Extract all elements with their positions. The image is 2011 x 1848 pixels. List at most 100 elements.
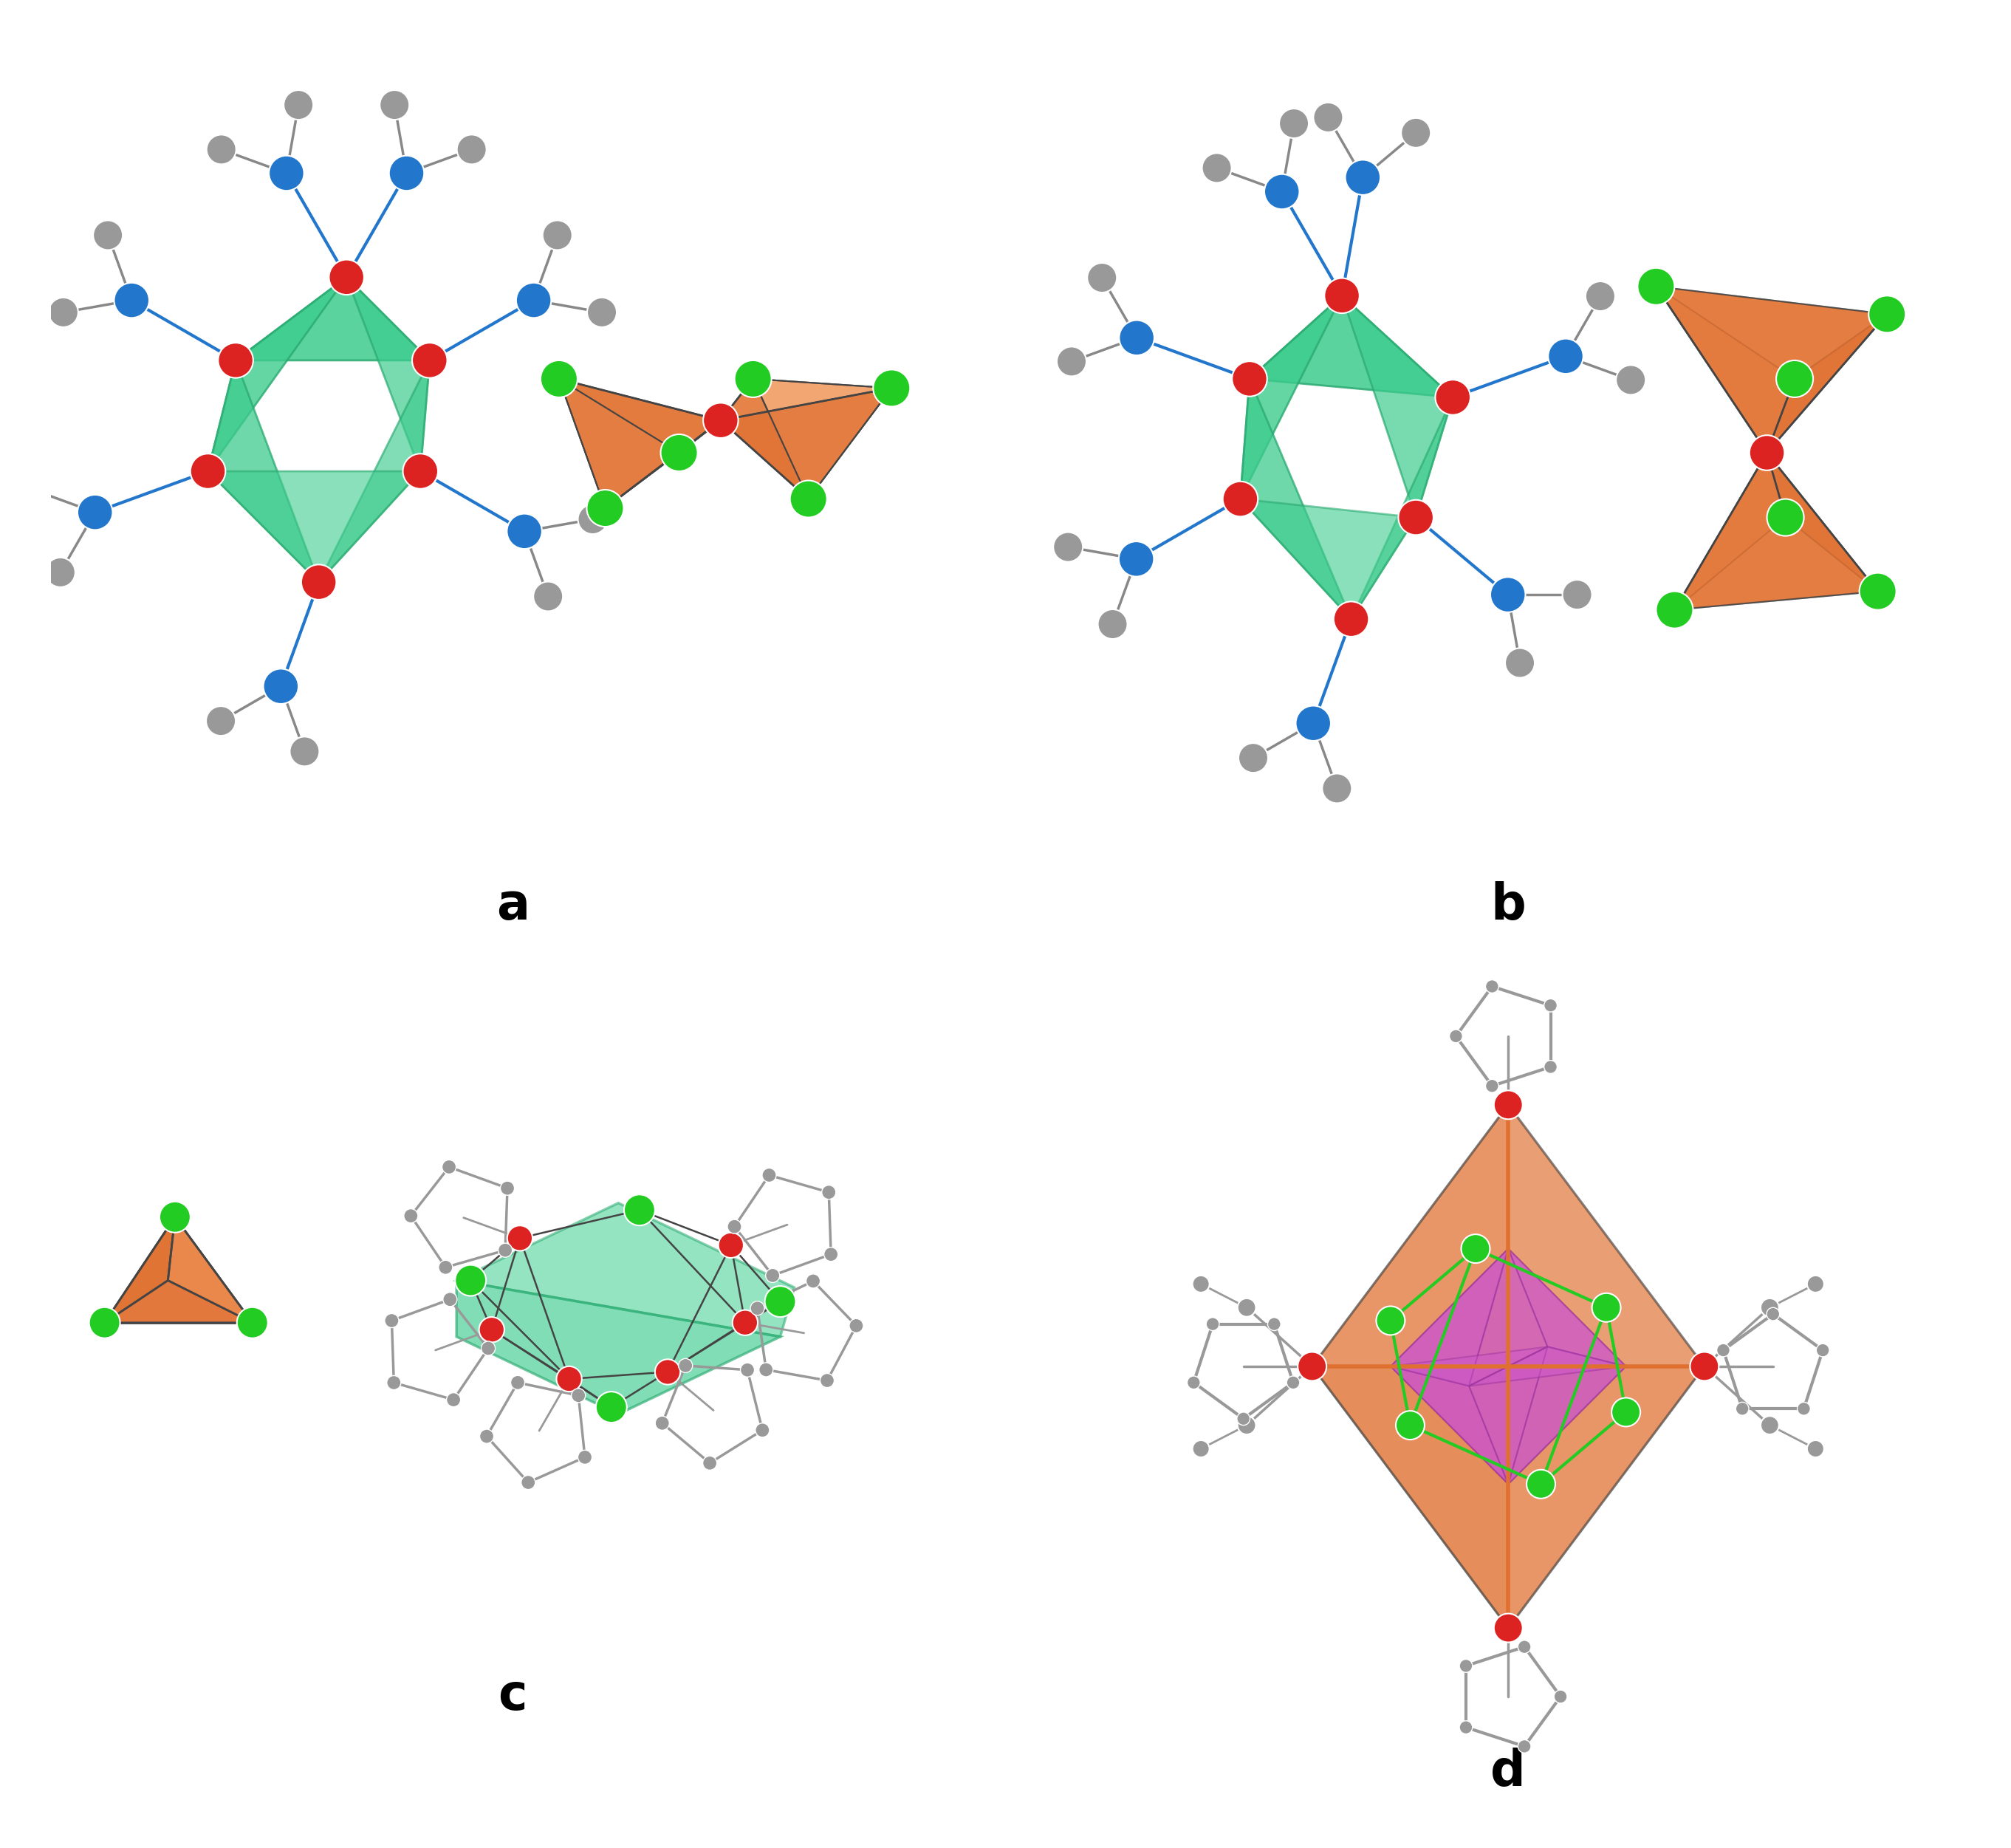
Circle shape [386,1375,400,1390]
Circle shape [571,1388,585,1403]
Circle shape [481,1429,495,1443]
Polygon shape [1390,1366,1627,1484]
Circle shape [766,1268,780,1283]
Polygon shape [1390,1249,1627,1366]
Circle shape [1637,268,1675,305]
Polygon shape [1390,1249,1508,1386]
Circle shape [577,505,607,534]
Circle shape [1555,1691,1567,1704]
Circle shape [438,1260,452,1275]
Polygon shape [105,1281,253,1323]
Circle shape [728,1220,742,1234]
Polygon shape [1508,1105,1705,1366]
Circle shape [1313,103,1343,133]
Polygon shape [1675,453,1878,610]
Circle shape [1186,1377,1201,1390]
Polygon shape [1468,1347,1548,1484]
Circle shape [1297,1353,1327,1380]
Polygon shape [1508,1366,1705,1628]
Polygon shape [1675,453,1786,610]
Circle shape [456,135,487,164]
Circle shape [1325,277,1359,312]
Circle shape [1760,1416,1780,1434]
Circle shape [207,135,235,164]
Polygon shape [235,277,430,360]
Polygon shape [320,360,430,582]
Circle shape [16,473,44,503]
Polygon shape [559,379,680,508]
Polygon shape [559,379,720,508]
Circle shape [762,1168,776,1183]
Circle shape [93,220,123,249]
Circle shape [48,298,78,327]
Circle shape [750,1301,764,1316]
Circle shape [1088,262,1116,292]
Circle shape [1223,480,1257,516]
Circle shape [191,455,225,490]
Polygon shape [456,1203,794,1336]
Circle shape [237,1307,267,1338]
Polygon shape [105,1218,175,1323]
Polygon shape [720,379,891,421]
Circle shape [1233,360,1267,395]
Circle shape [1868,296,1906,333]
Circle shape [1267,1318,1281,1331]
Circle shape [88,1307,121,1338]
Circle shape [1768,499,1804,536]
Circle shape [1193,1440,1209,1458]
Circle shape [517,283,551,318]
Circle shape [704,403,738,438]
Circle shape [1118,541,1154,577]
Circle shape [384,1314,398,1327]
Circle shape [511,1375,525,1390]
Polygon shape [752,379,891,499]
Circle shape [115,283,149,318]
Circle shape [481,1342,495,1355]
Circle shape [732,1310,758,1336]
Circle shape [656,1360,680,1384]
Circle shape [734,360,772,397]
Circle shape [1750,434,1784,469]
Circle shape [822,1185,837,1199]
Polygon shape [720,388,891,499]
Polygon shape [1657,286,1794,453]
Circle shape [1544,1000,1557,1013]
Circle shape [302,565,336,599]
Circle shape [1808,1440,1824,1458]
Text: b: b [1490,881,1526,930]
Circle shape [1321,774,1351,804]
Circle shape [442,1292,456,1307]
Circle shape [284,91,314,120]
Circle shape [1450,1029,1462,1042]
Circle shape [1345,159,1380,194]
Circle shape [1462,1234,1490,1262]
Circle shape [1518,1641,1530,1654]
Polygon shape [1768,453,1878,591]
Circle shape [1098,610,1128,639]
Circle shape [541,360,577,397]
Polygon shape [1390,1347,1548,1386]
Polygon shape [167,1218,253,1323]
Circle shape [380,91,410,120]
Circle shape [1054,532,1082,562]
Polygon shape [1311,1105,1705,1628]
Circle shape [330,259,364,294]
Polygon shape [1508,1347,1627,1484]
Text: a: a [497,881,529,930]
Polygon shape [1468,1249,1548,1386]
Polygon shape [1390,1366,1508,1484]
Circle shape [1237,1299,1257,1316]
Polygon shape [1468,1347,1627,1386]
Circle shape [1518,1739,1530,1754]
Circle shape [587,490,623,527]
Polygon shape [105,1218,253,1323]
Polygon shape [1311,1105,1508,1366]
Circle shape [533,582,563,612]
Text: c: c [499,1671,527,1720]
Circle shape [1494,1090,1522,1120]
Circle shape [78,495,113,530]
Polygon shape [1241,296,1341,499]
Circle shape [263,669,298,704]
Polygon shape [559,379,720,453]
Circle shape [595,1392,627,1423]
